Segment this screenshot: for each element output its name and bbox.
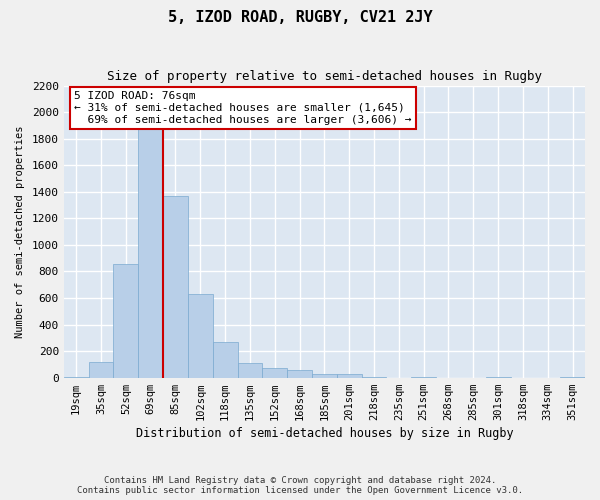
Bar (163, 196, 188, 378)
Text: 5 IZOD ROAD: 76sqm
← 31% of semi-detached houses are smaller (1,645)
  69% of se: 5 IZOD ROAD: 76sqm ← 31% of semi-detache… (74, 92, 412, 124)
Bar (238, 363, 262, 378)
Bar (362, 377, 386, 378)
Bar (411, 377, 436, 378)
Title: Size of property relative to semi-detached houses in Rugby: Size of property relative to semi-detach… (107, 70, 542, 83)
Bar (188, 294, 213, 378)
Text: Contains HM Land Registry data © Crown copyright and database right 2024.
Contai: Contains HM Land Registry data © Crown c… (77, 476, 523, 495)
Bar (262, 368, 287, 378)
X-axis label: Distribution of semi-detached houses by size in Rugby: Distribution of semi-detached houses by … (136, 427, 513, 440)
Y-axis label: Number of semi-detached properties: Number of semi-detached properties (15, 126, 25, 338)
Bar (337, 374, 362, 378)
Bar (560, 377, 585, 378)
Bar (64, 377, 89, 378)
Bar (287, 370, 312, 378)
Bar (89, 362, 113, 378)
Bar (113, 264, 138, 378)
Bar (486, 377, 511, 378)
Bar (213, 342, 238, 378)
Text: 5, IZOD ROAD, RUGBY, CV21 2JY: 5, IZOD ROAD, RUGBY, CV21 2JY (167, 10, 433, 25)
Bar (138, 126, 163, 378)
Bar (312, 374, 337, 378)
